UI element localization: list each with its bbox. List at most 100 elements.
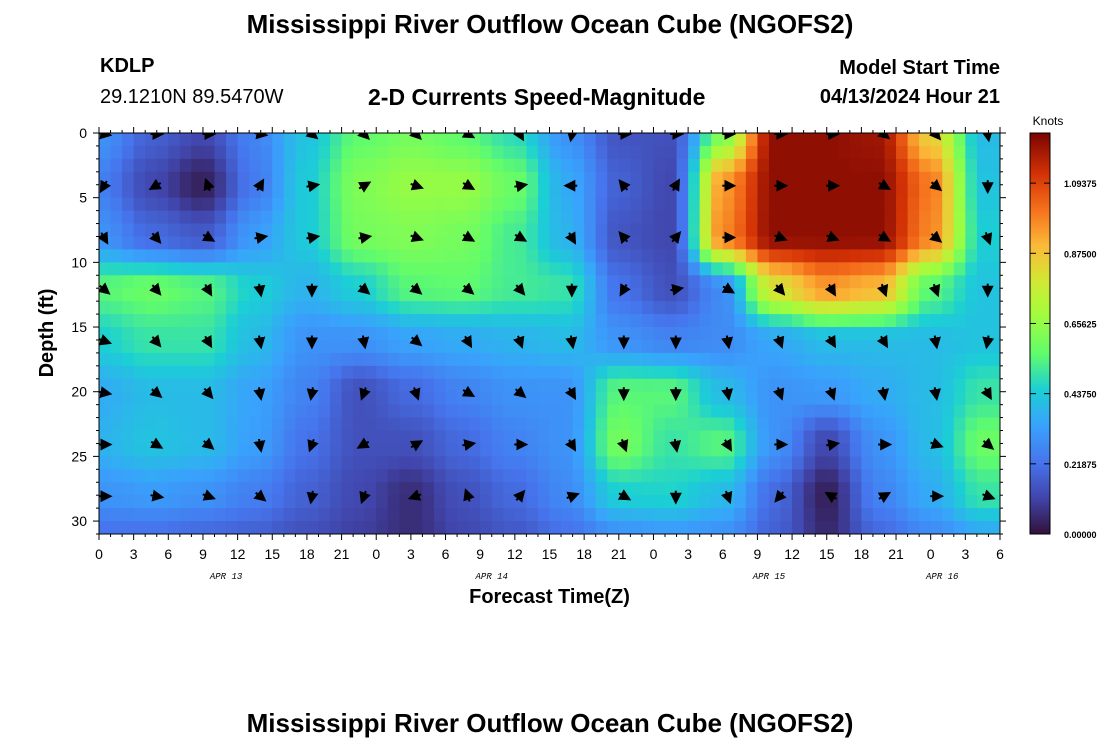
heatmap-cell [572, 249, 585, 263]
heatmap-cell [815, 352, 828, 367]
heatmap-cell [953, 469, 966, 483]
heatmap-cell [491, 443, 504, 457]
heatmap-cell [156, 508, 169, 522]
heatmap-cell [965, 158, 978, 173]
heatmap-cell [676, 133, 689, 147]
heatmap-cell [803, 521, 816, 534]
heatmap-cell [387, 158, 400, 173]
y-tick-label: 10 [71, 254, 87, 270]
heatmap-cell [792, 327, 805, 341]
heatmap-cell [191, 223, 204, 238]
heatmap-cell [156, 210, 169, 225]
heatmap-cell [237, 223, 250, 238]
heatmap-cell [561, 482, 574, 496]
heatmap-cell [237, 133, 250, 147]
heatmap-cell [653, 288, 666, 302]
heatmap-cell [792, 495, 805, 509]
heatmap-cell [872, 430, 886, 445]
heatmap-cell [653, 158, 666, 173]
heatmap-cell [792, 197, 805, 212]
heatmap-cell [595, 417, 608, 432]
heatmap-cell [641, 236, 655, 251]
heatmap-cell [607, 184, 620, 199]
heatmap-cell [572, 417, 585, 432]
heatmap-cell [110, 262, 123, 276]
heatmap-cell [249, 301, 262, 315]
heatmap-cell [295, 210, 308, 225]
heatmap-cell [988, 301, 1000, 315]
heatmap-cell [676, 443, 689, 457]
heatmap-cell [318, 495, 331, 509]
heatmap-cell [283, 327, 296, 341]
heatmap-cell [272, 301, 285, 315]
heatmap-cell [919, 275, 932, 289]
heatmap-cell [884, 275, 897, 289]
heatmap-cell [803, 171, 816, 186]
heatmap-cell [745, 482, 759, 496]
heatmap-cell [792, 249, 805, 263]
heatmap-cell [768, 469, 782, 483]
heatmap-cell [757, 210, 770, 225]
heatmap-cell [722, 249, 735, 263]
heatmap-cell [480, 391, 493, 406]
heatmap-cell [249, 197, 262, 212]
heatmap-cell [283, 456, 296, 470]
heatmap-cell [168, 352, 181, 367]
heatmap-cell [191, 417, 204, 432]
heatmap-cell [387, 249, 400, 263]
heatmap-cell [849, 443, 862, 457]
heatmap-cell [607, 171, 620, 186]
heatmap-cell [110, 508, 123, 522]
heatmap-cell [595, 301, 608, 315]
heatmap-cell [422, 327, 435, 341]
heatmap-cell [988, 210, 1000, 225]
heatmap-cell [249, 365, 262, 380]
heatmap-cell [433, 288, 447, 302]
heatmap-cell [480, 430, 493, 445]
current-vector [200, 283, 213, 297]
heatmap-cell [803, 236, 816, 251]
heatmap-cell [815, 417, 828, 432]
heatmap-cell [688, 495, 701, 509]
heatmap-cell [283, 521, 296, 534]
heatmap-cell [676, 339, 689, 354]
heatmap-cell [179, 365, 193, 380]
heatmap-cell [283, 495, 296, 509]
heatmap-cell [965, 339, 978, 354]
heatmap-cell [260, 210, 273, 225]
heatmap-cell [792, 158, 805, 173]
heatmap-cell [122, 223, 135, 238]
heatmap-cell [792, 430, 805, 445]
heatmap-cell [399, 391, 412, 406]
heatmap-cell [353, 171, 366, 186]
heatmap-cell [896, 158, 909, 173]
heatmap-cell [330, 314, 343, 328]
heatmap-cell [237, 158, 250, 173]
heatmap-cell [641, 430, 655, 445]
heatmap-cell [653, 469, 666, 483]
heatmap-cell [341, 508, 354, 522]
heatmap-cell [480, 275, 493, 289]
current-vectors [99, 133, 996, 505]
current-vector [409, 133, 422, 141]
heatmap-cell [468, 158, 481, 173]
heatmap-cell [953, 275, 966, 289]
heatmap-cell [595, 365, 608, 380]
heatmap-cell [260, 197, 273, 212]
heatmap-cell [306, 521, 320, 534]
current-vector [253, 283, 266, 298]
heatmap-cell [202, 327, 216, 341]
heatmap-cell [803, 508, 816, 522]
heatmap-cell [896, 508, 909, 522]
heatmap-cell [641, 327, 655, 341]
heatmap-cell [318, 301, 331, 315]
heatmap-cell [838, 482, 851, 496]
heatmap-cell [214, 404, 227, 419]
heatmap-cell [468, 249, 481, 263]
current-vector [201, 230, 216, 242]
heatmap-cell [884, 456, 897, 470]
current-vector [409, 440, 424, 452]
heatmap-cell [110, 327, 123, 341]
heatmap-cell [561, 365, 574, 380]
heatmap-cell [526, 482, 539, 496]
